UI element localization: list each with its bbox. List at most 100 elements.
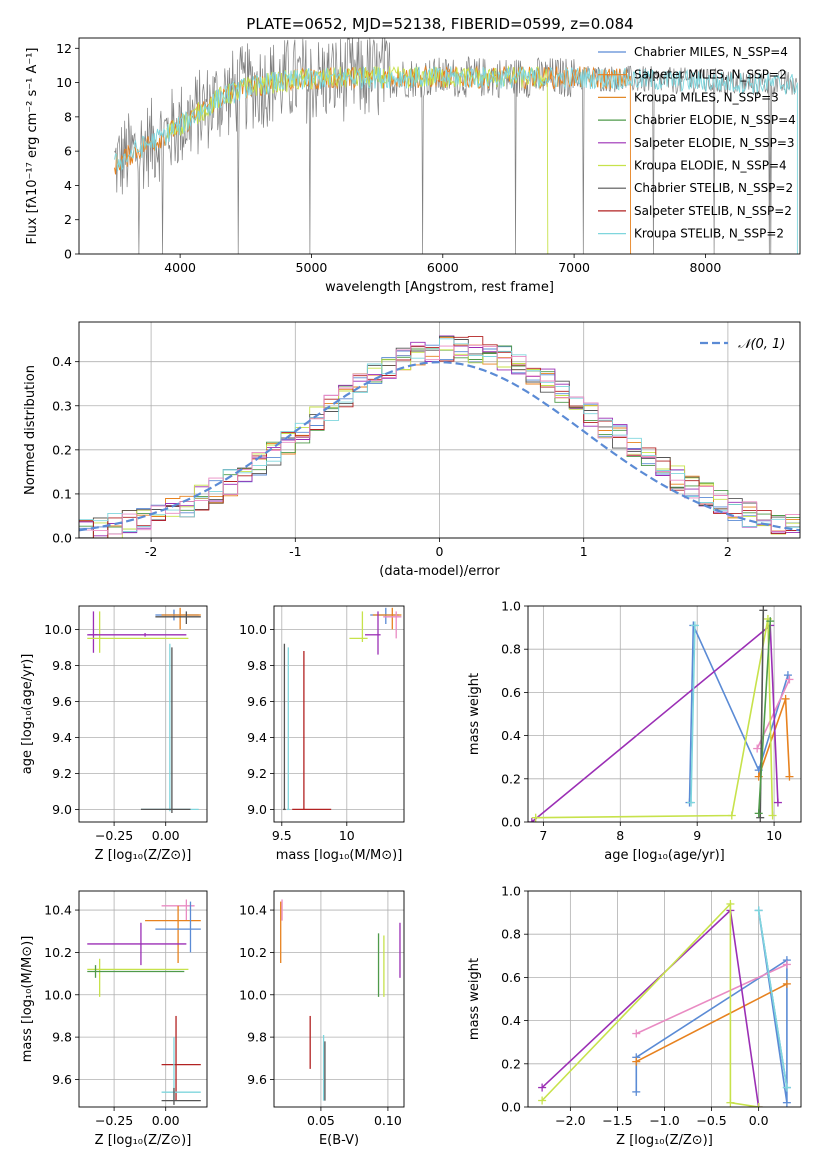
y-tick-label: 9.6 — [247, 1072, 267, 1087]
y-tick-label: 0.0 — [52, 531, 72, 546]
x-tick-label: −0.5 — [696, 1113, 726, 1128]
y-tick-label: 9.2 — [247, 766, 267, 781]
axes-frame — [527, 890, 802, 1108]
weight-marker — [632, 1029, 641, 1038]
y-tick-label: 10.2 — [44, 945, 72, 960]
weight-marker — [531, 813, 540, 822]
histogram-step — [79, 336, 800, 538]
weight-marker — [632, 1087, 641, 1096]
x-tick-label: 7 — [539, 828, 547, 843]
y-tick-label: 10 — [56, 75, 72, 90]
weight-marker — [690, 621, 699, 630]
errorbar-point — [287, 647, 290, 811]
weight-marker — [782, 1098, 791, 1107]
errorbar-point — [365, 611, 381, 655]
y-tick-label: 4 — [64, 178, 72, 193]
y-axis-label: mass weight — [467, 673, 482, 755]
y-tick-label: 9.0 — [52, 802, 72, 817]
errorbar-point — [370, 607, 399, 624]
errorbar-point — [161, 1037, 201, 1101]
y-tick-label: 9.6 — [52, 1072, 72, 1087]
x-axis-label: wavelength [Angstrom, rest frame] — [325, 280, 554, 295]
histogram-step — [79, 338, 800, 532]
plot-area — [528, 606, 794, 822]
x-tick-label: −0.25 — [95, 828, 133, 843]
errorbar-point — [383, 611, 402, 639]
x-tick-label: 7000 — [558, 260, 590, 275]
x-tick-label: 10 — [766, 828, 782, 843]
legend: Chabrier MILES, N_SSP=4 Salpeter MILES, N… — [598, 45, 796, 241]
panel-age_vs_mass: 9.5 10 9.0 9.2 9.4 9.6 9.8 10.0 mass [log₁₀(M/M⊙… — [239, 605, 405, 863]
errorbar-point — [292, 651, 332, 811]
weight-marker — [782, 960, 791, 969]
y-tick-label: 9.8 — [247, 658, 267, 673]
errorbar-point — [145, 905, 201, 963]
panel-spectrum: 4000 5000 6000 7000 8000 0 2 4 6 8 10 12 wavelength … — [25, 37, 801, 295]
plot-area — [114, 38, 798, 254]
y-tick-label: 0.8 — [501, 642, 521, 657]
weight-line — [635, 983, 788, 1063]
plot-area — [87, 607, 201, 813]
y-tick-label: 9.2 — [52, 766, 72, 781]
y-tick-label: 0.1 — [52, 486, 72, 501]
legend: 𝒩(0, 1) — [700, 337, 785, 352]
y-tick-label: 6 — [64, 144, 72, 159]
y-tick-label: 0.4 — [501, 1013, 521, 1028]
x-tick-label: -1 — [289, 544, 301, 559]
x-tick-label: 0 — [436, 544, 444, 559]
weight-line — [757, 910, 788, 1088]
x-tick-label: 9 — [693, 828, 701, 843]
y-axis-label: Normed distribution — [23, 365, 38, 495]
y-axis-label: mass weight — [467, 958, 482, 1040]
y-tick-label: 10.0 — [239, 622, 267, 637]
axes-frame — [273, 890, 405, 1108]
plot-area — [283, 607, 402, 811]
errorbar-point — [161, 1015, 201, 1101]
weight-marker — [785, 772, 794, 781]
x-tick-label: −0.25 — [95, 1113, 133, 1128]
weight-line — [690, 625, 696, 803]
x-axis-label: Z [log₁₀(Z/Z⊙)] — [616, 1133, 713, 1148]
model-fit-line — [114, 66, 798, 254]
errorbar-point — [155, 901, 201, 953]
weight-line — [635, 963, 788, 1035]
legend-label: Salpeter STELIB, N_SSP=2 — [634, 204, 792, 218]
y-tick-label: 0 — [64, 247, 72, 262]
model-fit-line — [114, 64, 632, 254]
weight-marker — [781, 694, 790, 703]
panel-weight_vs_age: 7 8 9 10 0.0 0.2 0.4 0.6 0.8 1.0 age [log₁₀(age/yr… — [467, 599, 802, 863]
y-tick-label: 0.0 — [501, 1100, 521, 1115]
x-tick-label: −2.0 — [555, 1113, 585, 1128]
errorbar-point — [140, 643, 199, 812]
weight-line — [541, 908, 760, 1107]
weight-marker — [632, 1057, 641, 1066]
legend-label: Salpeter ELODIE, N_SSP=3 — [634, 136, 795, 150]
weight-line — [757, 621, 771, 814]
weight-marker — [754, 809, 763, 818]
errorbar-point — [87, 611, 189, 653]
legend-label: Kroupa ELODIE, N_SSP=4 — [634, 159, 787, 173]
weight-marker — [773, 798, 782, 807]
x-tick-label: 1 — [580, 544, 588, 559]
x-axis-label: (data-model)/error — [379, 564, 500, 579]
y-tick-label: 0.4 — [52, 354, 72, 369]
legend-label: Salpeter MILES, N_SSP=2 — [634, 68, 787, 82]
weight-marker — [759, 606, 768, 615]
weight-marker — [687, 798, 696, 807]
x-tick-label: 0.00 — [152, 1113, 180, 1128]
errorbar-point — [283, 643, 286, 811]
y-tick-label: 0.2 — [501, 1056, 521, 1071]
axes-frame — [78, 37, 801, 255]
x-tick-label: 0.05 — [307, 1113, 335, 1128]
weight-marker — [727, 811, 736, 820]
axes-frame — [78, 605, 208, 823]
x-tick-label: -2 — [145, 544, 157, 559]
weight-marker — [782, 979, 791, 988]
legend-label: Kroupa STELIB, N_SSP=2 — [634, 227, 784, 241]
histogram-step — [79, 344, 800, 535]
errorbar-point — [155, 611, 201, 624]
y-tick-label: 0.8 — [501, 927, 521, 942]
y-tick-label: 9.6 — [52, 694, 72, 709]
y-tick-label: 0.3 — [52, 398, 72, 413]
